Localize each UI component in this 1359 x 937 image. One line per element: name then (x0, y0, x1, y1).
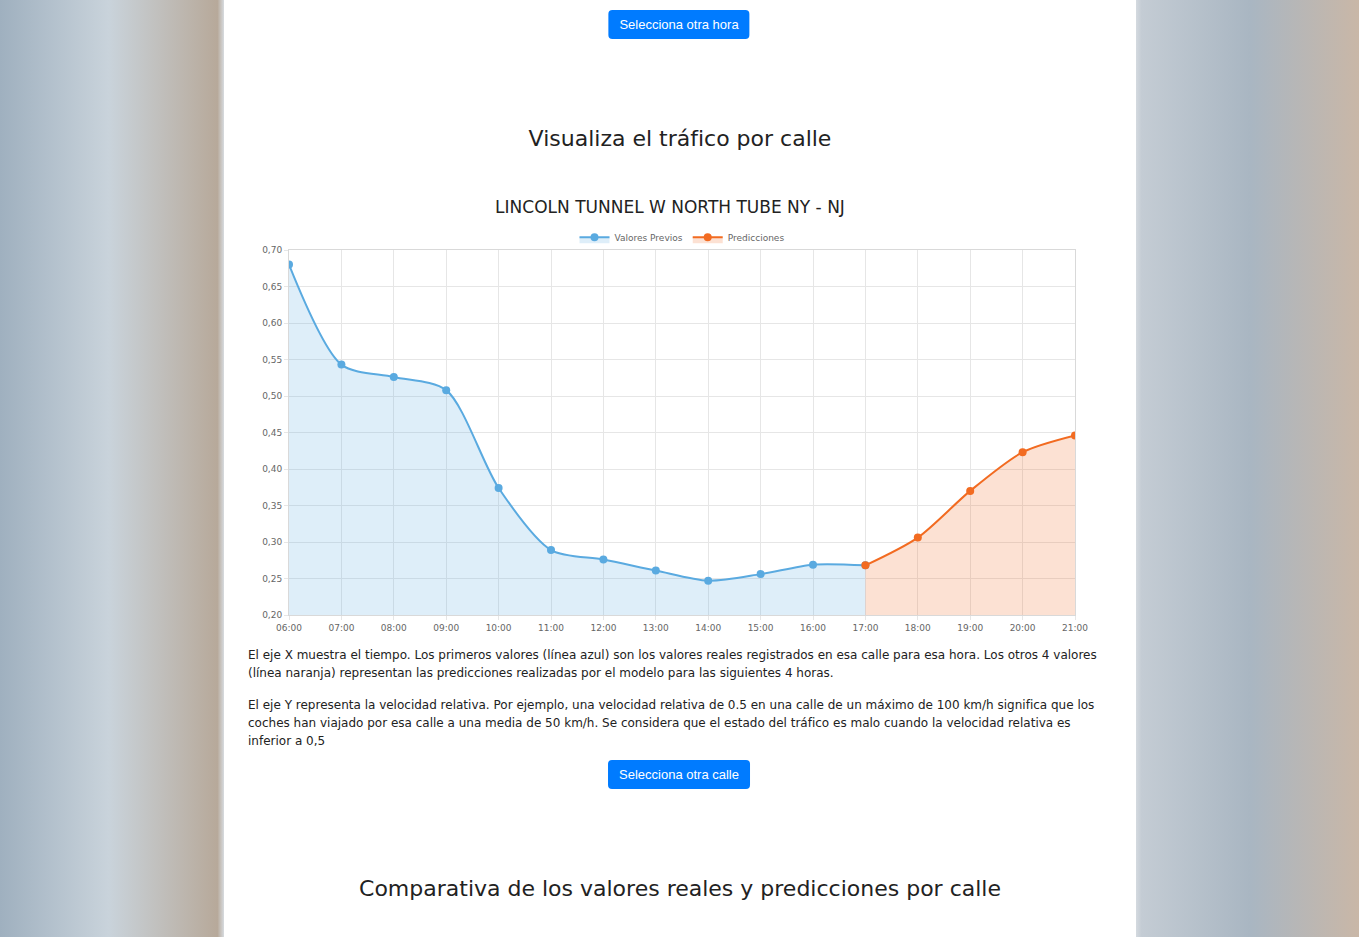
svg-text:0,70: 0,70 (262, 245, 282, 255)
svg-text:Valores Previos: Valores Previos (615, 233, 683, 243)
svg-text:0,45: 0,45 (262, 428, 282, 438)
svg-text:13:00: 13:00 (643, 623, 669, 633)
svg-text:0,25: 0,25 (262, 574, 282, 584)
svg-text:17:00: 17:00 (852, 623, 878, 633)
html-text:El eje X muestra el tiempo. Lo: El eje X muestra el tiempo. Los primeros… (248, 648, 1097, 680)
svg-text:0,60: 0,60 (262, 318, 282, 328)
svg-text:0,35: 0,35 (262, 501, 282, 511)
svg-text:18:00: 18:00 (905, 623, 931, 633)
svg-text:0,30: 0,30 (262, 537, 282, 547)
html-text:Selecciona otra hora: Selecciona otra hora (619, 17, 739, 32)
svg-text:Predicciones: Predicciones (728, 233, 785, 243)
svg-text:14:00: 14:00 (695, 623, 721, 633)
svg-text:0,65: 0,65 (262, 282, 282, 292)
svg-text:0,40: 0,40 (262, 464, 282, 474)
svg-text:11:00: 11:00 (538, 623, 564, 633)
svg-text:15:00: 15:00 (748, 623, 774, 633)
svg-text:LINCOLN TUNNEL W NORTH TUBE NY: LINCOLN TUNNEL W NORTH TUBE NY - NJ (495, 197, 845, 217)
svg-text:16:00: 16:00 (800, 623, 826, 633)
html-text:El eje Y representa la velocid: El eje Y representa la velocidad relativ… (248, 698, 1095, 748)
svg-text:0,20: 0,20 (262, 610, 282, 620)
svg-text:12:00: 12:00 (590, 623, 616, 633)
svg-text:21:00: 21:00 (1062, 623, 1088, 633)
svg-text:09:00: 09:00 (433, 623, 459, 633)
svg-text:20:00: 20:00 (1010, 623, 1036, 633)
svg-text:07:00: 07:00 (328, 623, 354, 633)
html-text:Visualiza el tráfico por calle: Visualiza el tráfico por calle (528, 126, 832, 151)
svg-text:08:00: 08:00 (381, 623, 407, 633)
html-text:Selecciona otra calle: Selecciona otra calle (619, 767, 739, 782)
svg-text:06:00: 06:00 (276, 623, 302, 633)
svg-text:10:00: 10:00 (486, 623, 512, 633)
svg-text:0,55: 0,55 (262, 355, 282, 365)
svg-text:0,50: 0,50 (262, 391, 282, 401)
svg-text:19:00: 19:00 (957, 623, 983, 633)
html-text:Comparativa de los valores rea: Comparativa de los valores reales y pred… (359, 876, 1001, 901)
